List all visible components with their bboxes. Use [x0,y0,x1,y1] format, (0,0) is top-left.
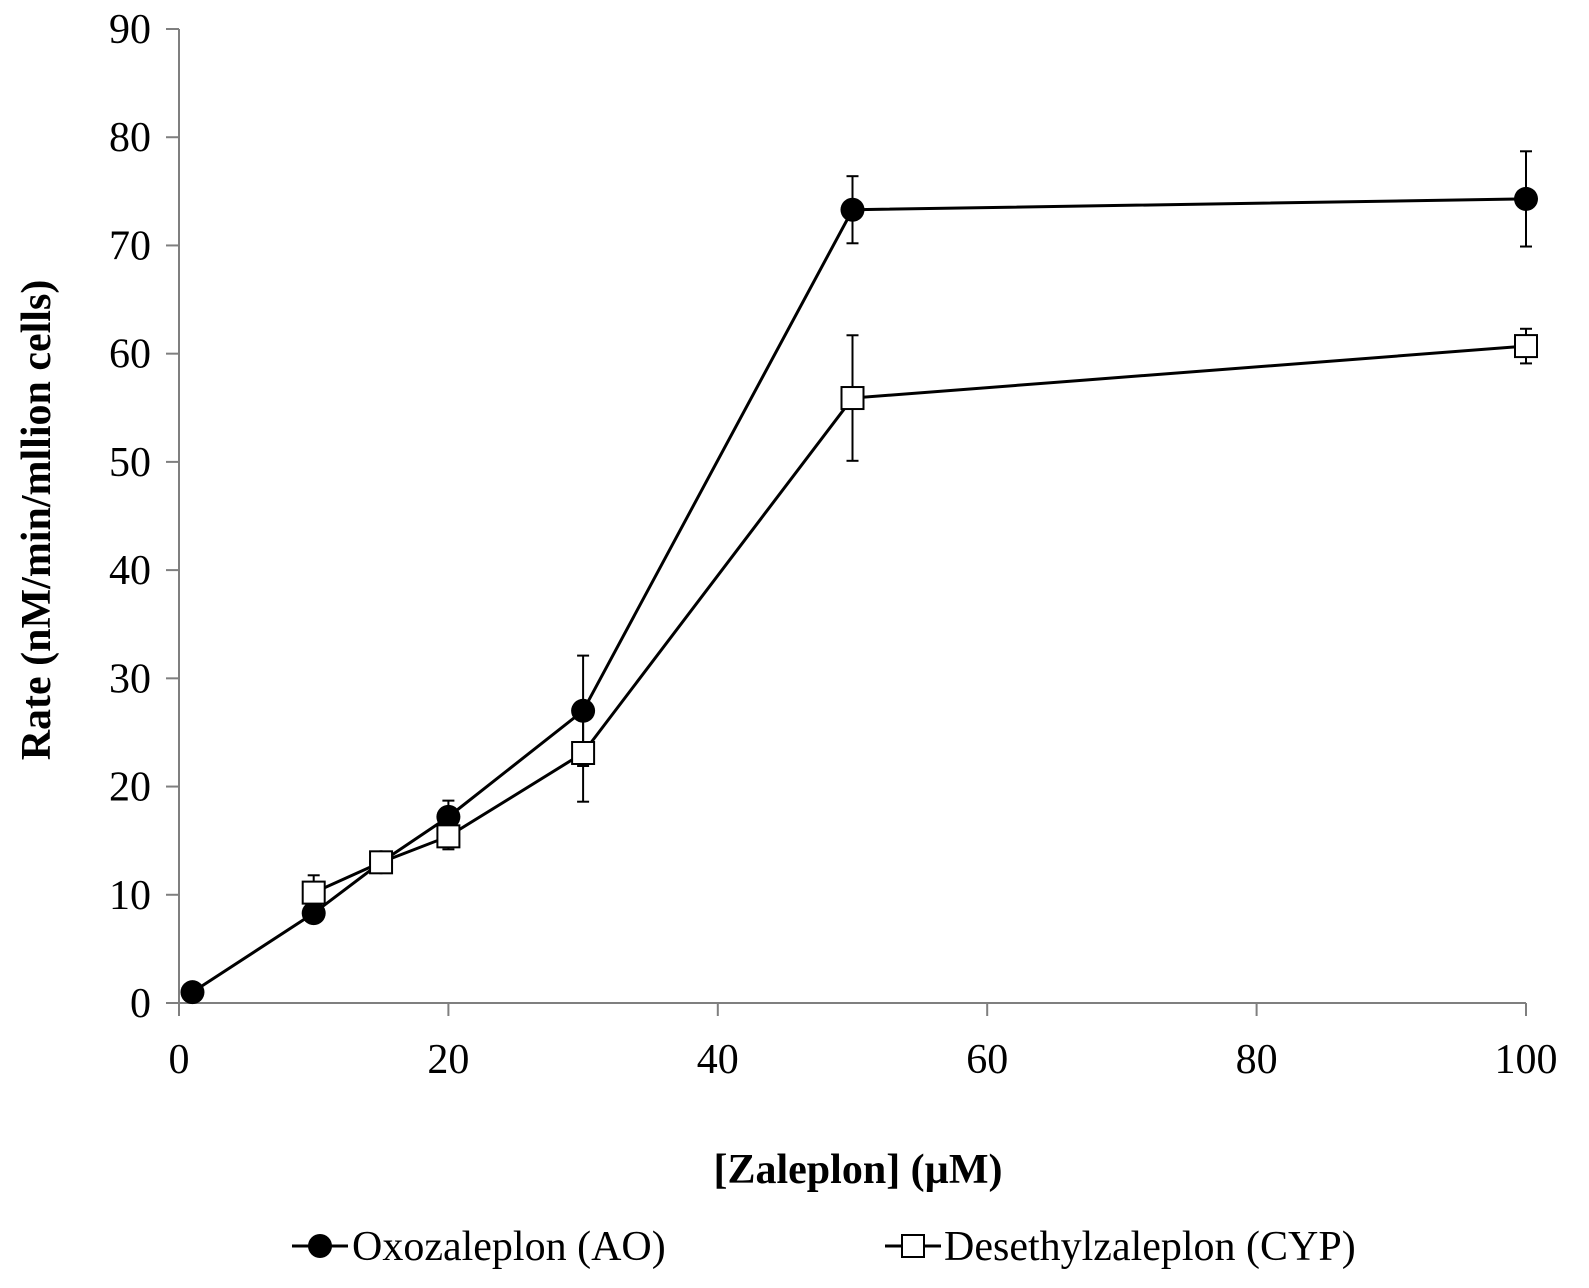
x-ticks: 0 20 40 60 80 100 [169,1003,1558,1083]
data-point [1514,186,1538,211]
data-point [571,741,596,766]
series-group [180,150,1538,1005]
legend-item-oxozaleplon: Oxozaleplon (AO) [292,1224,666,1270]
y-tick-label: 60 [109,332,151,378]
data-point [840,386,865,411]
y-tick-label: 10 [109,873,151,919]
y-axis-title: Rate (nM/min/mllion cells) [14,280,60,761]
series-0 [180,150,1538,1005]
legend-marker-desethylzaleplon [901,1234,925,1258]
legend-item-desethylzaleplon: Desethylzaleplon (CYP) [885,1224,1356,1270]
data-point [436,824,461,849]
y-tick-label: 80 [109,115,151,161]
y-tick-label: 30 [109,656,151,702]
y-tick-label: 50 [109,440,151,486]
y-tick-label: 90 [109,7,151,53]
y-tick-label: 0 [130,981,151,1027]
y-ticks: 0 10 20 30 40 50 60 70 80 90 [109,7,179,1027]
data-point [1514,334,1538,359]
data-point [301,901,326,926]
x-tick-label: 40 [697,1037,739,1083]
legend-label-desethylzaleplon: Desethylzaleplon (CYP) [944,1224,1356,1270]
y-tick-label: 70 [109,223,151,269]
legend: Oxozaleplon (AO) Desethylzaleplon (CYP) [292,1224,1356,1270]
series-1 [301,327,1538,911]
data-point [369,850,394,875]
axes [178,29,1526,1004]
x-tick-label: 60 [966,1037,1008,1083]
series-line [313,344,1527,894]
legend-label-oxozaleplon: Oxozaleplon (AO) [352,1224,666,1270]
x-tick-label: 0 [169,1037,190,1083]
data-point [840,197,865,222]
y-tick-label: 40 [109,548,151,594]
x-axis-title: [Zaleplon] (µM) [714,1147,1003,1193]
x-tick-label: 20 [427,1037,469,1083]
data-point [180,980,205,1005]
x-tick-label: 100 [1495,1037,1558,1083]
x-tick-label: 80 [1236,1037,1278,1083]
y-tick-label: 20 [109,765,151,811]
data-point [301,880,326,905]
legend-marker-oxozaleplon [308,1234,332,1258]
